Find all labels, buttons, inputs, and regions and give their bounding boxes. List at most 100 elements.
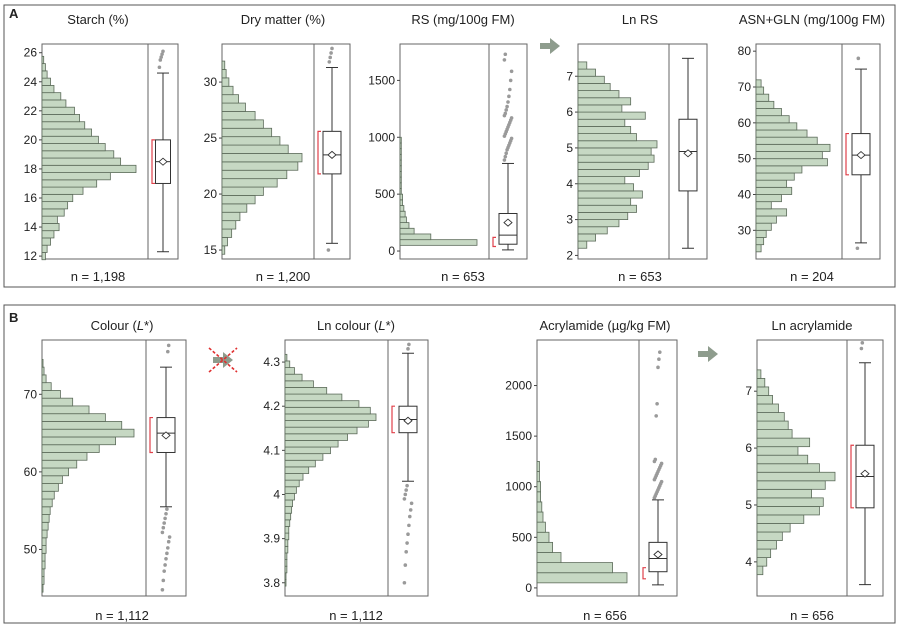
histogram-bar (41, 382, 52, 391)
y-tick-label: 3 (566, 213, 573, 227)
histogram-bar (577, 240, 588, 249)
outlier-point (329, 51, 333, 55)
outlier-point (404, 550, 409, 554)
histogram-bar (41, 413, 106, 422)
histogram-bar (221, 237, 228, 247)
chart-title-part: *) (386, 318, 395, 333)
panel-a: A (3, 4, 896, 288)
histogram-bar (756, 540, 777, 550)
outlier-point (165, 551, 169, 556)
outlier-point (507, 94, 511, 99)
histogram-bar (577, 75, 605, 84)
histogram-bar (41, 537, 47, 546)
outlier-point (408, 514, 412, 519)
boxplot-mean-diamond (327, 150, 337, 159)
histogram-bar (221, 203, 248, 213)
y-tick-label: 30 (738, 223, 752, 237)
histogram-bar (221, 245, 226, 255)
outlier-point (403, 563, 408, 567)
histogram-bar (756, 531, 783, 541)
chart-4: Ln RS 2 3 4 5 6 7 n = 653 (566, 12, 708, 284)
outlier-point (165, 507, 169, 511)
outlier-point (404, 488, 409, 492)
outlier-point (407, 523, 411, 528)
outlier-point (166, 546, 170, 550)
y-tick-label: 18 (24, 162, 38, 176)
histogram-bar (577, 140, 658, 149)
histogram-bar (221, 186, 264, 196)
boxplot-mean-diamond (503, 218, 513, 227)
boxplot-frame (387, 339, 429, 597)
outlier-point (163, 516, 167, 521)
outlier-point (166, 343, 171, 348)
histogram-bar (284, 387, 328, 395)
histogram-bar (536, 481, 541, 493)
panel-label: B (9, 310, 18, 325)
y-tick-label: 0 (388, 244, 395, 258)
histogram-bar (221, 127, 273, 138)
histogram-bar (756, 488, 812, 499)
y-tick-label: 7 (566, 69, 573, 83)
histogram-bar (41, 143, 106, 152)
chart-7: Ln colour (L*) 3.8 3.9 4 4.1 4.2 4.3 n = 1,112 (263, 318, 429, 623)
outlier-point (166, 539, 171, 544)
y-tick-label: 50 (24, 542, 38, 556)
y-tick-label: 1000 (368, 130, 395, 144)
outlier-point (655, 401, 659, 406)
sample-size-label: n = 1,200 (256, 269, 311, 284)
histogram-bar (756, 386, 770, 396)
boxplot-frame (668, 43, 708, 260)
histogram-bar (577, 197, 632, 206)
outlier-point (855, 246, 860, 251)
boxplot-frame (846, 339, 884, 597)
histogram-bar (41, 99, 67, 108)
histogram-bar (41, 390, 61, 399)
chart-title: Ln acrylamide (772, 318, 853, 333)
chart-3: RS (mg/100g FM) 0 500 1000 1500 n = 653 (368, 12, 528, 284)
outlier-point (166, 349, 170, 354)
outlier-point (164, 556, 168, 561)
histogram-bar (399, 182, 402, 189)
histogram-bar (755, 108, 782, 117)
y-tick-label: 25 (204, 131, 218, 145)
shortest-half-bracket (391, 405, 395, 434)
histogram-bar (399, 165, 402, 172)
outlier-point (506, 100, 510, 104)
histogram-bar (755, 136, 818, 145)
shortest-half-bracket (642, 567, 646, 580)
histogram-bar (399, 233, 432, 241)
histogram-bar (284, 433, 348, 441)
histogram-bar (755, 79, 762, 88)
chart-8: Acrylamide (µg/kg FM) 0 500 1000 1500 2000 n =… (505, 318, 678, 623)
y-tick-label: 6 (745, 441, 752, 455)
histogram-bar (221, 69, 227, 79)
panel-label: A (9, 6, 19, 21)
histogram-bar (284, 360, 291, 368)
histogram-bar (284, 413, 377, 421)
histogram-bar (536, 531, 550, 543)
histogram-bar (284, 526, 290, 534)
histogram-bar (41, 164, 137, 173)
histogram-bar (755, 215, 777, 224)
y-tick-label: 5 (566, 141, 573, 155)
chart-title-part: Colour ( (91, 318, 138, 333)
histogram-bar (577, 104, 623, 113)
outlier-point (509, 136, 514, 141)
histogram-bar (536, 511, 544, 523)
histogram-bar (756, 377, 766, 388)
histogram-bar (577, 68, 596, 77)
transform-arrow (698, 346, 718, 362)
histogram-bar (399, 176, 402, 184)
histogram-bar (577, 83, 611, 91)
histogram-bar (41, 452, 88, 461)
sample-size-label: n = 656 (790, 608, 834, 623)
outlier-point (161, 49, 165, 54)
outlier-point (407, 342, 411, 347)
histogram-bar (399, 239, 478, 246)
arrow-icon (540, 38, 560, 54)
outlier-point (330, 46, 334, 51)
histogram-bar (221, 161, 299, 171)
histogram-bar (577, 147, 652, 156)
y-tick-label: 20 (24, 133, 38, 147)
outlier-point (162, 521, 166, 525)
